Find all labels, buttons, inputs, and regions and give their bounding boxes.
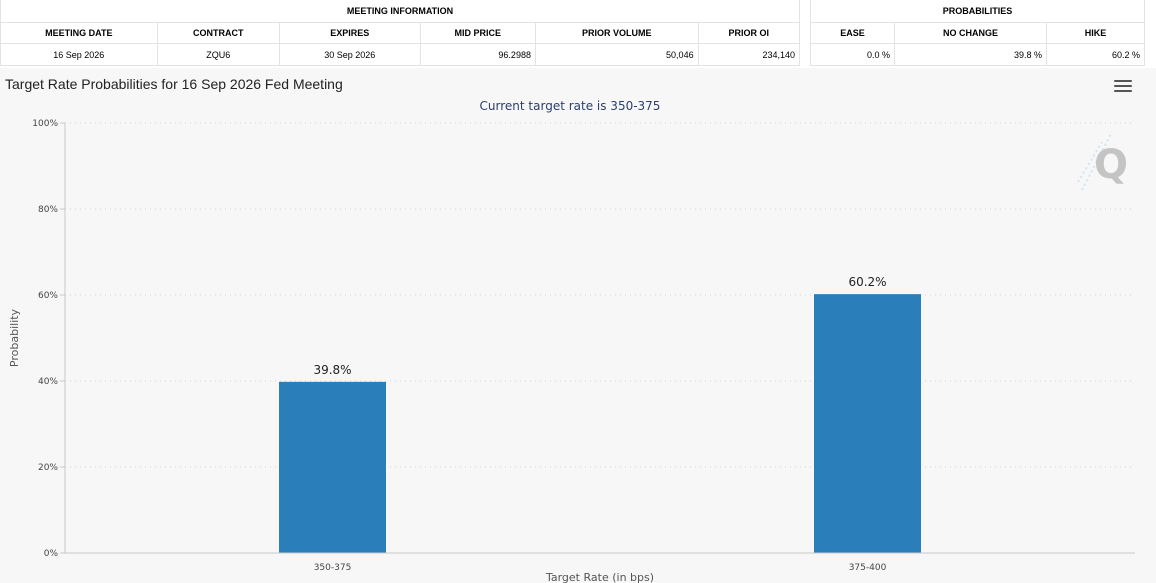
probabilities-table: PROBABILITIES EASE NO CHANGE HIKE 0.0 % … bbox=[810, 0, 1145, 66]
cell-prior-volume: 50,046 bbox=[534, 43, 699, 66]
chart-container: Target Rate Probabilities for 16 Sep 202… bbox=[0, 68, 1156, 583]
probability-bar-chart: Target Rate Probabilities for 16 Sep 202… bbox=[5, 76, 1135, 583]
y-tick-label: 40% bbox=[38, 377, 58, 387]
col-header-mid-price: MID PRICE bbox=[419, 22, 536, 44]
y-tick-label: 0% bbox=[44, 549, 59, 559]
cell-expires: 30 Sep 2026 bbox=[279, 43, 421, 66]
y-axis-ticks: 0% 20% 40% 60% 80% 100% bbox=[32, 119, 65, 559]
y-tick-label: 80% bbox=[38, 205, 58, 215]
y-tick-label: 60% bbox=[38, 291, 58, 301]
meeting-information-table: MEETING INFORMATION MEETING DATE CONTRAC… bbox=[0, 0, 801, 66]
q-logo-icon: Q bbox=[1077, 131, 1128, 191]
table-row: 0.0 % 39.8 % 60.2 % bbox=[810, 43, 1145, 66]
cell-prior-oi: 234,140 bbox=[697, 43, 801, 66]
cell-contract: ZQU6 bbox=[156, 43, 281, 66]
cell-meeting-date: 16 Sep 2026 bbox=[0, 43, 158, 66]
cell-mid-price: 96.2988 bbox=[419, 43, 536, 66]
x-tick-label: 375-400 bbox=[849, 563, 887, 573]
chart-title: Target Rate Probabilities for 16 Sep 202… bbox=[5, 76, 343, 92]
col-header-contract: CONTRACT bbox=[156, 22, 281, 44]
probabilities-title: PROBABILITIES bbox=[810, 0, 1145, 23]
col-header-hike: HIKE bbox=[1046, 22, 1145, 44]
hamburger-menu-icon[interactable] bbox=[1114, 80, 1132, 94]
svg-text:Q: Q bbox=[1094, 142, 1128, 188]
cell-ease: 0.0 % bbox=[810, 43, 895, 66]
bar-375-400[interactable] bbox=[814, 294, 921, 553]
data-label: 60.2% bbox=[848, 275, 886, 289]
chart-subtitle: Current target rate is 350-375 bbox=[480, 99, 661, 113]
col-header-no-change: NO CHANGE bbox=[894, 22, 1047, 44]
cell-no-change: 39.8 % bbox=[894, 43, 1047, 66]
x-axis-ticks: 350-375 375-400 bbox=[314, 563, 887, 573]
col-header-ease: EASE bbox=[810, 22, 895, 44]
col-header-meeting-date: MEETING DATE bbox=[0, 22, 158, 44]
grid-lines bbox=[65, 122, 1135, 468]
bars: 39.8% 60.2% bbox=[279, 275, 921, 553]
meeting-information-title: MEETING INFORMATION bbox=[0, 0, 800, 23]
col-header-prior-volume: PRIOR VOLUME bbox=[534, 22, 699, 44]
x-tick-label: 350-375 bbox=[314, 563, 352, 573]
x-axis-label: Target Rate (in bps) bbox=[545, 571, 654, 583]
cell-hike: 60.2 % bbox=[1046, 43, 1145, 66]
y-axis-label: Probability bbox=[8, 308, 21, 367]
y-tick-label: 20% bbox=[38, 463, 58, 473]
col-header-prior-oi: PRIOR OI bbox=[697, 22, 801, 44]
bar-350-375[interactable] bbox=[279, 381, 386, 553]
col-header-expires: EXPIRES bbox=[279, 22, 421, 44]
y-tick-label: 100% bbox=[32, 119, 58, 129]
data-label: 39.8% bbox=[313, 363, 351, 377]
table-row: 16 Sep 2026 ZQU6 30 Sep 2026 96.2988 50,… bbox=[0, 43, 801, 66]
